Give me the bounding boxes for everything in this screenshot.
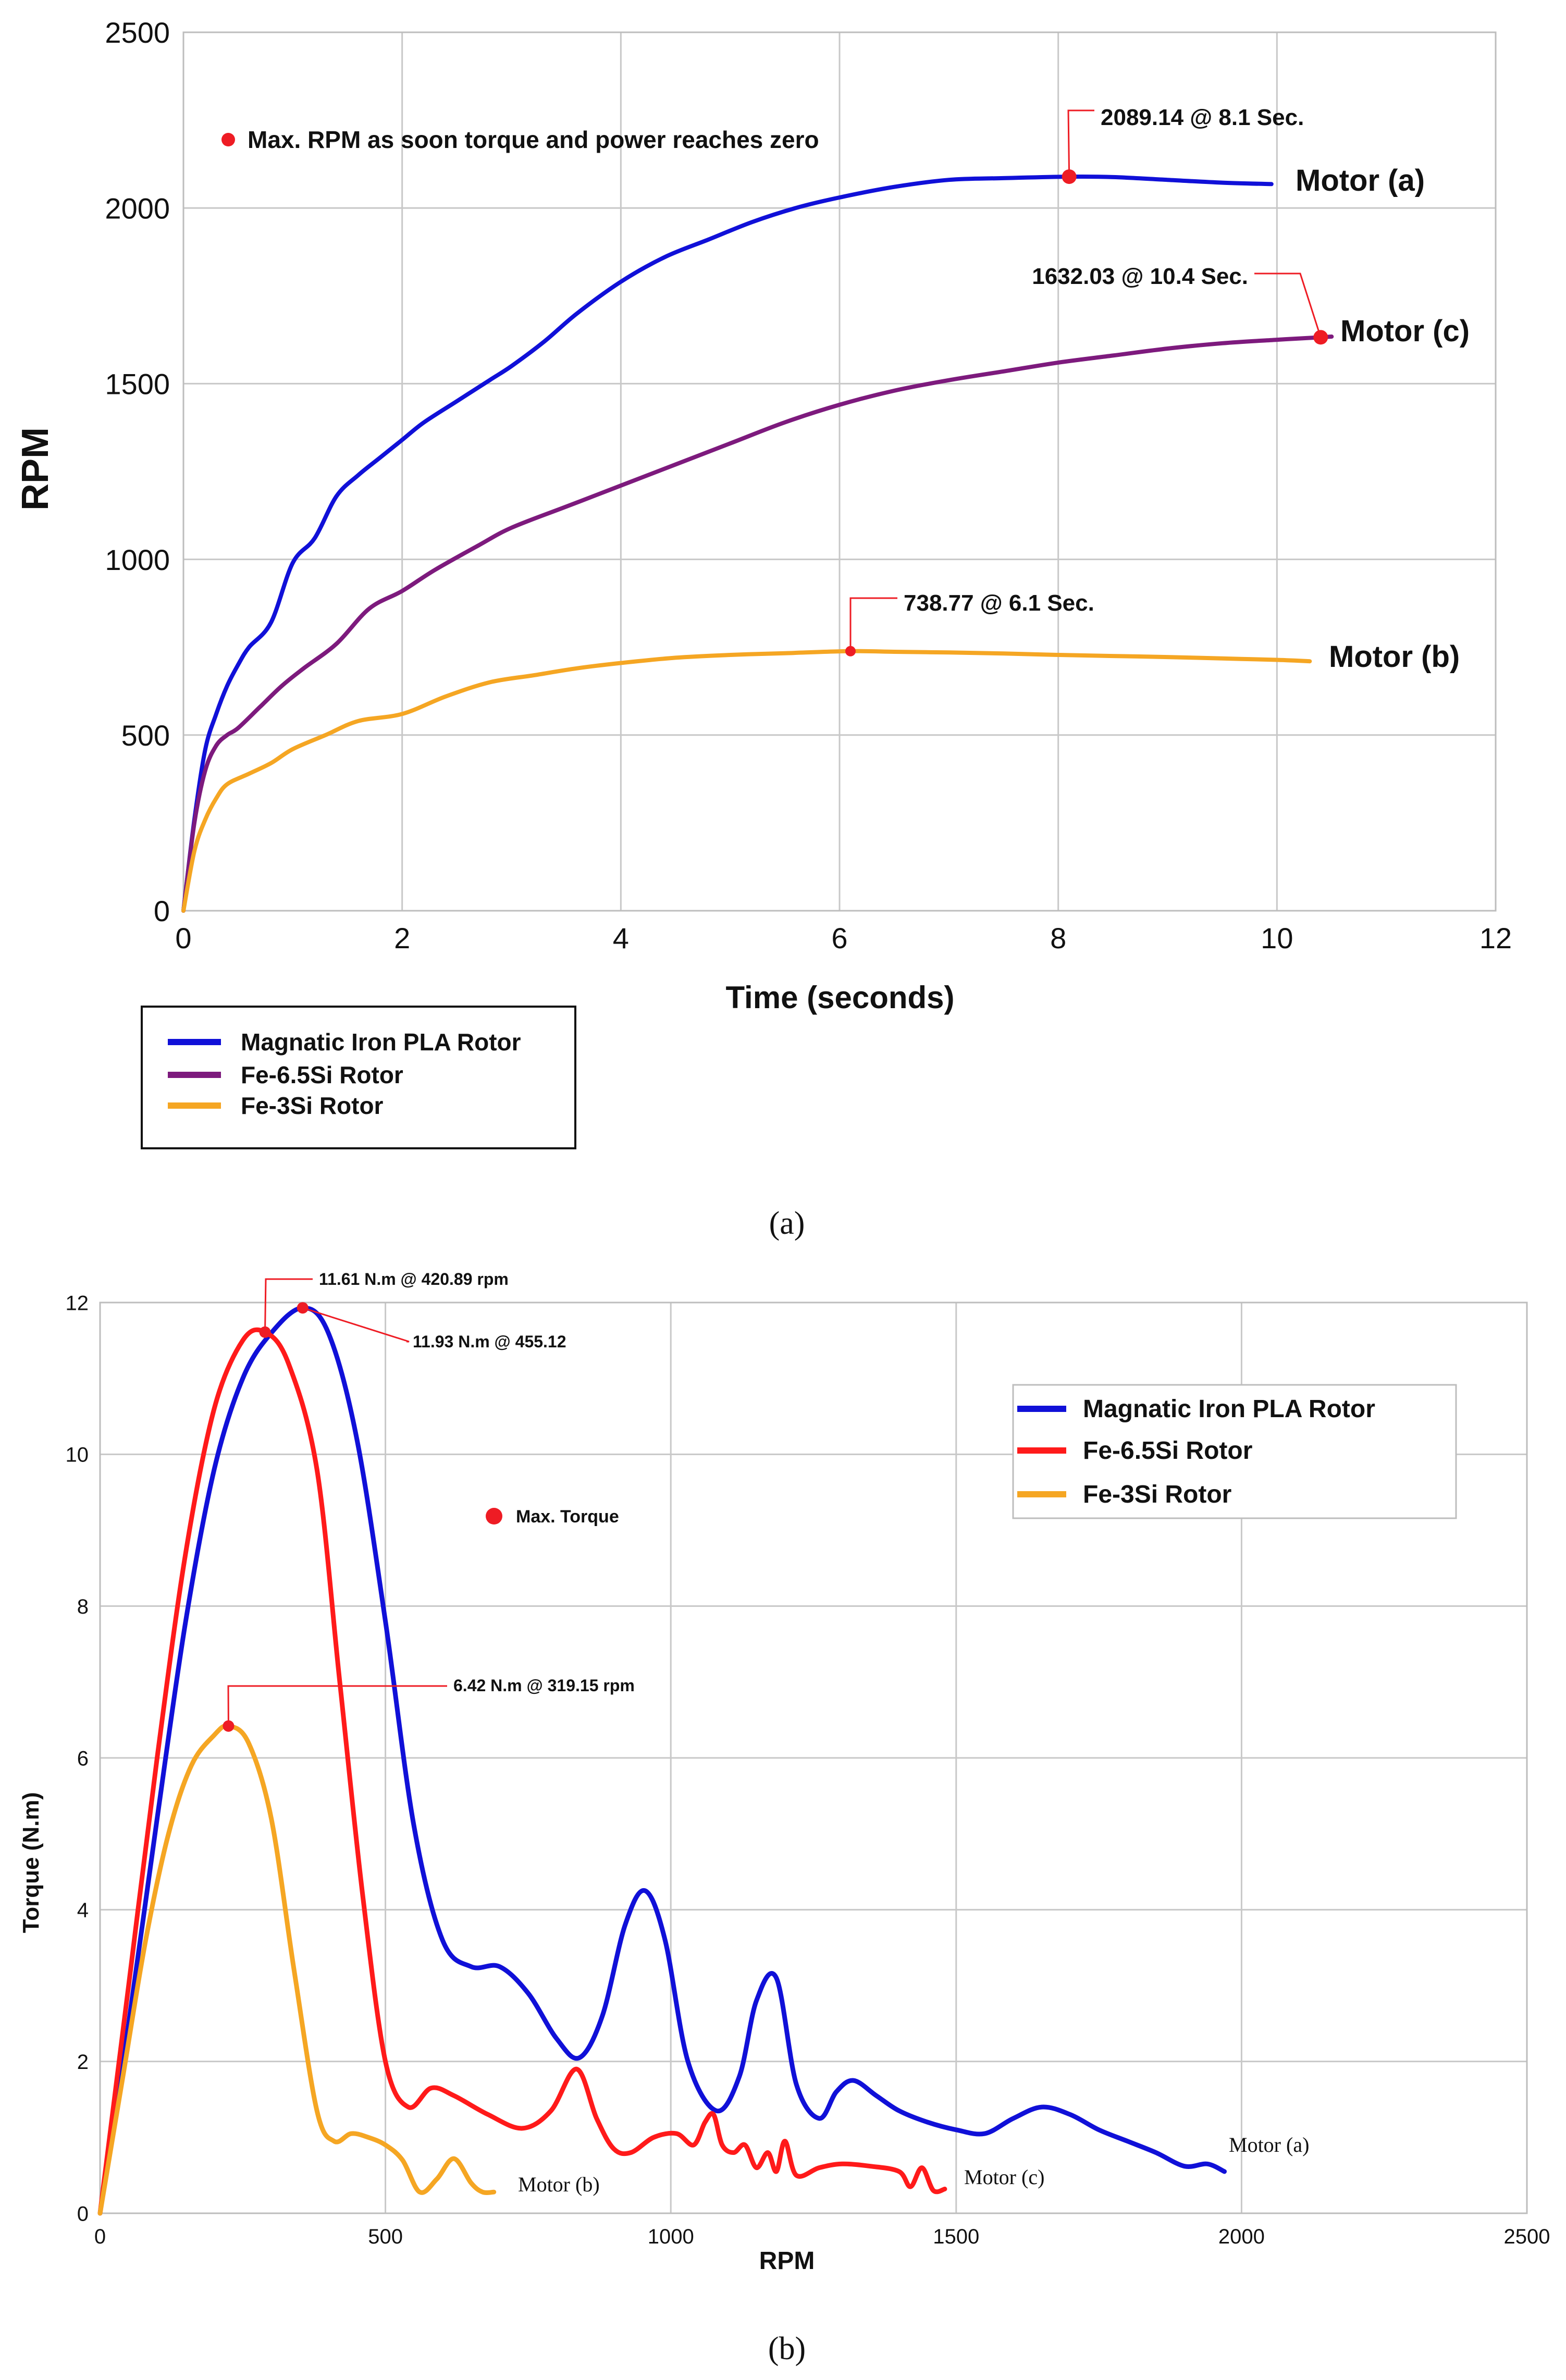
chart-a-annotation-label: 1632.03 @ 10.4 Sec. <box>1032 264 1248 289</box>
chart-a-end-label-1: Motor (c) <box>1340 314 1470 348</box>
chart-b-plot-frame <box>99 1301 1528 2214</box>
chart-a-y-ticks: 0 500 1000 1500 2000 2500 <box>105 16 170 927</box>
chart-b-y-tick-label: 10 <box>66 1444 89 1467</box>
chart-a-x-tick-label: 4 <box>613 922 629 955</box>
chart-b-y-tick-label: 8 <box>77 1595 89 1618</box>
chart-b-y-tick-label: 6 <box>77 1747 89 1770</box>
chart-b-annotation-label: 11.61 N.m @ 420.89 rpm <box>319 1270 509 1288</box>
chart-a-y-tick-label: 2000 <box>105 192 170 225</box>
chart-b-legend: Magnatic Iron PLA Rotor Fe-6.5Si Rotor F… <box>1012 1384 1457 1519</box>
chart-a-end-label-0: Motor (a) <box>1296 164 1425 197</box>
chart-b-annotation-point <box>297 1302 309 1314</box>
chart-a-annotation-point <box>1062 169 1077 184</box>
chart-b-x-ticks: 0 500 1000 1500 2000 2500 <box>94 2225 1550 2248</box>
chart-a-ylabel: RPM <box>15 427 56 511</box>
chart-a-annotation-leader <box>849 597 897 651</box>
chart-b-x-tick-label: 1000 <box>648 2225 694 2248</box>
chart-a-annotation-label: 2089.14 @ 8.1 Sec. <box>1101 105 1304 130</box>
chart-a-x-tick-label: 8 <box>1050 922 1066 955</box>
legend-b-label-2: Fe-3Si Rotor <box>1083 1481 1231 1508</box>
chart-a-annotation-label: 738.77 @ 6.1 Sec. <box>904 590 1094 616</box>
chart-a-y-tick-label: 1000 <box>105 543 170 576</box>
chart-b-y-tick-label: 4 <box>77 1899 89 1922</box>
legend-a-label-0: Magnatic Iron PLA Rotor <box>241 1028 521 1056</box>
chart-a-x-ticks: 0 2 4 6 8 10 12 <box>175 922 1512 955</box>
chart-a-legend: Magnatic Iron PLA Rotor Fe-6.5Si Rotor F… <box>141 1006 576 1149</box>
chart-a-annotation-point <box>1313 330 1328 345</box>
chart-b-annotation-leader <box>227 1685 447 1726</box>
chart-b-y-tick-label: 0 <box>77 2202 89 2225</box>
chart-a-annotation-leader <box>1254 272 1322 338</box>
chart-a-annotation-leader <box>1067 109 1094 177</box>
chart-b-gridlines <box>99 1301 1528 2214</box>
chart-b-annotation-leader <box>264 1278 313 1332</box>
chart-b-marker-note-dot <box>486 1508 502 1524</box>
legend-a-label-2: Fe-3Si Rotor <box>241 1092 384 1119</box>
chart-a-caption: (a) <box>769 1206 805 1241</box>
chart-b-xlabel: RPM <box>759 2247 815 2275</box>
chart-b-end-label-0: Motor (a) <box>1229 2133 1309 2156</box>
chart-b-annotation-point <box>259 1326 271 1338</box>
chart-b-annotation-label: 11.93 N.m @ 455.12 <box>413 1332 566 1351</box>
chart-a-series-blue-line <box>181 174 1274 913</box>
chart-b-end-label-2: Motor (b) <box>518 2173 600 2196</box>
chart-a-annotations: 2089.14 @ 8.1 Sec. 1632.03 @ 10.4 Sec. 738… <box>845 105 1328 656</box>
legend-b-label-0: Magnatic Iron PLA Rotor <box>1083 1395 1375 1423</box>
chart-b-x-tick-label: 500 <box>368 2225 403 2248</box>
chart-a-x-tick-label: 10 <box>1261 922 1293 955</box>
chart-b-series: Motor (a) Motor (c) Motor (b) <box>97 1305 1309 2216</box>
chart-a-y-tick-label: 500 <box>121 719 170 752</box>
chart-b-y-tick-label: 12 <box>66 1292 89 1315</box>
chart-a-x-tick-label: 6 <box>831 922 847 955</box>
chart-b-annotation-label: 6.42 N.m @ 319.15 rpm <box>453 1676 635 1695</box>
chart-b-series-blue-line <box>97 1305 1227 2216</box>
chart-b-ylabel: Torque (N.m) <box>18 1792 44 1933</box>
chart-a-annotation-point <box>845 646 856 656</box>
chart-a-xlabel: Time (seconds) <box>725 980 954 1015</box>
chart-b-annotation-point <box>223 1720 235 1732</box>
chart-b-x-tick-label: 2500 <box>1504 2225 1550 2248</box>
chart-a-end-label-2: Motor (b) <box>1329 640 1460 674</box>
chart-b-series-red-line <box>97 1327 947 2216</box>
chart-a-series-purple-line <box>181 334 1334 913</box>
chart-a-x-tick-label: 0 <box>175 922 191 955</box>
chart-b-y-tick-label: 2 <box>77 2051 89 2074</box>
chart-b-series-orange-line <box>97 1723 497 2216</box>
chart-b-y-ticks: 0 2 4 6 8 10 12 <box>66 1292 89 2225</box>
chart-b: 0 500 1000 1500 2000 2500 0 2 4 6 8 10 12 Motor (a)… <box>18 1270 1550 2366</box>
chart-a-y-tick-label: 2500 <box>105 16 170 49</box>
chart-b-end-label-1: Motor (c) <box>964 2165 1044 2189</box>
chart-a-marker-note: Max. RPM as soon torque and power reache… <box>248 126 819 153</box>
legend-a-label-1: Fe-6.5Si Rotor <box>241 1061 403 1088</box>
chart-b-annotations: 11.61 N.m @ 420.89 rpm 11.93 N.m @ 455.12… <box>223 1270 635 1732</box>
chart-a: 0 2 4 6 8 10 12 0 500 1000 1500 2000 2500 Motor (a)… <box>15 16 1512 1241</box>
chart-b-x-tick-label: 0 <box>94 2225 106 2248</box>
chart-b-x-tick-label: 1500 <box>933 2225 979 2248</box>
legend-b-label-1: Fe-6.5Si Rotor <box>1083 1437 1252 1465</box>
chart-b-caption: (b) <box>768 2331 806 2366</box>
chart-a-x-tick-label: 2 <box>394 922 410 955</box>
chart-b-annotation-leader <box>302 1307 410 1343</box>
chart-b-x-tick-label: 2000 <box>1218 2225 1265 2248</box>
chart-a-gridlines <box>182 31 1497 912</box>
chart-a-y-tick-label: 1500 <box>105 368 170 401</box>
chart-a-series-orange-line <box>181 649 1312 913</box>
chart-a-plot-frame <box>182 31 1497 912</box>
chart-b-marker-note: Max. Torque <box>516 1507 619 1527</box>
chart-a-marker-note-dot <box>221 133 235 146</box>
chart-a-series: Motor (a) Motor (c) Motor (b) <box>181 164 1470 913</box>
chart-a-x-tick-label: 12 <box>1479 922 1512 955</box>
chart-a-y-tick-label: 0 <box>154 895 170 927</box>
